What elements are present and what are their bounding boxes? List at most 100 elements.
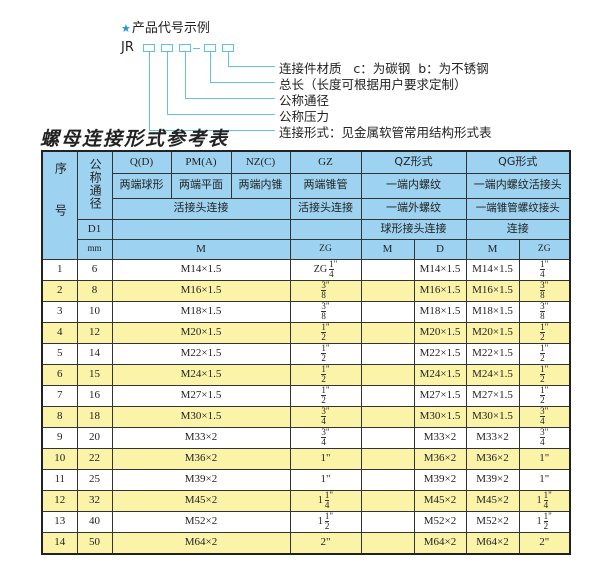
cell-dn: 22 <box>76 447 113 470</box>
header-cell: 一端内螺纹活接头 <box>465 172 571 199</box>
cell-qz-m <box>360 279 415 302</box>
leader-line <box>185 52 186 98</box>
cell-qg-m: M14×1.5 <box>465 258 520 281</box>
inch-mark: " <box>329 490 334 500</box>
header-seq: 序号 <box>41 150 78 260</box>
cell-qz-d: M52×2 <box>413 510 467 533</box>
cell-qg-zg: 1 2 " <box>518 384 571 407</box>
fraction-numerator: 1 <box>540 322 545 333</box>
fraction-numerator: 1 <box>329 259 334 270</box>
cell-qg-zg: 1 4 " <box>518 258 571 281</box>
fraction-numerator: 1 <box>543 511 549 522</box>
leader-line <box>167 114 275 115</box>
header-dn: 公称通径 <box>76 150 113 220</box>
cell-seq: 3 <box>41 300 78 323</box>
inch-mark: " <box>325 280 330 290</box>
fraction-numerator: 3 <box>321 406 326 417</box>
header-cell: D <box>413 238 467 260</box>
fraction-numerator: 3 <box>321 280 326 291</box>
cell-qz-m <box>360 321 415 344</box>
cell-qz-d: M30×1.5 <box>413 405 467 428</box>
fraction-numerator: 1 <box>540 364 545 375</box>
cell-dn: 16 <box>76 384 113 407</box>
label-material: 连接件材质 c：为碳钢 b：为不锈钢 <box>279 61 489 76</box>
table-row: 7 16 M27×1.5 1 2 " M27×1.5 M27×1.5 1 2 " <box>41 384 571 407</box>
star-icon: ★ <box>121 22 131 35</box>
header-cell: M <box>111 238 291 260</box>
cell-qg-zg: 1 1 2 " <box>518 510 571 533</box>
cell-qz-m <box>360 363 415 386</box>
table-title: 螺母连接形式参考表 <box>40 128 230 150</box>
fraction-numerator: 1 <box>321 343 326 354</box>
cell-qg-m: M33×2 <box>465 426 520 449</box>
cell-zg: 1" <box>289 468 362 491</box>
fraction-denominator: 8 <box>321 290 326 300</box>
inch-mark: " <box>544 385 549 395</box>
table-row: 6 15 M24×1.5 1 2 " M24×1.5 M24×1.5 1 2 " <box>41 363 571 386</box>
table-row: 11 25 M39×2 1" M39×2 M39×2 1" <box>41 468 571 491</box>
fraction-denominator: 4 <box>540 437 545 447</box>
cell-zg: 3 8 " <box>289 279 362 302</box>
cell-zg: 1" <box>289 447 362 470</box>
cell-seq: 7 <box>41 384 78 407</box>
inch-mark: " <box>325 343 330 353</box>
code-slot-pressure <box>161 44 173 52</box>
fraction-numerator: 3 <box>540 406 545 417</box>
fraction-denominator: 2 <box>540 332 545 342</box>
inch-mark: " <box>548 511 552 521</box>
cell-seq: 14 <box>41 531 78 554</box>
nut-connection-table: 序号 公称通径 Q(D) PM(A) NZ(C) GZ QZ形式 QG形式 两端… <box>41 150 572 555</box>
cell-seq: 13 <box>41 510 78 533</box>
table-row: 12 32 M45×2 1 1 4 " M45×2 M45×2 1 1 4 " <box>41 489 571 512</box>
cell-qz-m <box>360 531 415 554</box>
cell-seq: 12 <box>41 489 78 512</box>
cell-m: M33×2 <box>111 426 291 449</box>
fraction-denominator: 8 <box>321 311 326 321</box>
cell-m: M16×1.5 <box>111 279 291 302</box>
cell-qz-m <box>360 510 415 533</box>
inch-mark: " <box>544 427 549 437</box>
cell-qz-d: M64×2 <box>413 531 467 554</box>
cell-seq: 10 <box>41 447 78 470</box>
code-slot-material <box>222 44 234 52</box>
header-cell: ZG <box>518 238 571 260</box>
cell-m: M24×1.5 <box>111 363 291 386</box>
cell-dn: 32 <box>76 489 113 512</box>
header-cell: 活接头连接 <box>111 197 291 220</box>
fraction-numerator: 1 <box>321 322 326 333</box>
cell-dn: 8 <box>76 279 113 302</box>
cell-m: M52×2 <box>111 510 291 533</box>
inch-mark: " <box>325 427 330 437</box>
inch-mark: " <box>544 259 549 269</box>
cell-seq: 1 <box>41 258 78 281</box>
header-cell: Q(D) <box>111 150 172 174</box>
cell-qz-d: M24×1.5 <box>413 363 467 386</box>
leader-line <box>149 130 275 131</box>
fraction-numerator: 1 <box>540 343 545 354</box>
header-cell: 两端内锥 <box>230 172 291 199</box>
cell-qg-zg: 3 4 " <box>518 405 571 428</box>
fraction-numerator: 3 <box>321 301 326 312</box>
cell-dn: 12 <box>76 321 113 344</box>
code-slot-length <box>204 44 216 52</box>
cell-zg: 1 2 " <box>289 363 362 386</box>
inch-mark: " <box>325 385 330 395</box>
header-cell: 连接 <box>465 218 571 240</box>
header-cell: QZ形式 <box>360 150 467 174</box>
thread-size: 1" <box>539 473 550 486</box>
cell-qg-m: M39×2 <box>465 468 520 491</box>
diagram-title-text: 产品代号示例 <box>131 21 210 36</box>
fraction-denominator: 4 <box>321 437 326 447</box>
fraction-denominator: 8 <box>540 290 545 300</box>
header-dn-text: 公称通径 <box>88 157 103 210</box>
